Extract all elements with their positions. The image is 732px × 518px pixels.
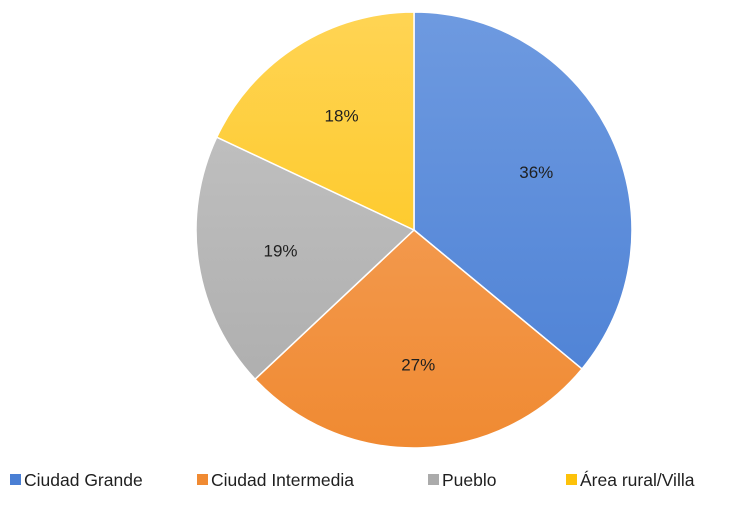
legend-swatch-area-rural-villa <box>566 474 577 485</box>
legend-label-ciudad-intermedia: Ciudad Intermedia <box>211 470 354 490</box>
legend-item-area-rural-villa: Área rural/Villa <box>566 470 695 490</box>
legend-swatch-pueblo <box>428 474 439 485</box>
pie-slice-pueblo <box>195 136 416 381</box>
data-label-area-rural-villa: 18% <box>325 106 359 125</box>
legend-swatch-ciudad-grande <box>10 474 21 485</box>
legend-swatch-ciudad-intermedia <box>197 474 208 485</box>
legend-item-ciudad-grande: Ciudad Grande <box>10 470 143 490</box>
pie-slice-ciudad-intermedia <box>254 229 584 449</box>
pie-slice-area-rural-villa <box>215 11 415 232</box>
legend-item-pueblo: Pueblo <box>428 470 497 490</box>
pie-slices <box>195 11 633 449</box>
data-label-pueblo: 19% <box>263 242 297 261</box>
legend-label-area-rural-villa: Área rural/Villa <box>580 470 695 490</box>
pie-slice-ciudad-grande <box>413 11 633 371</box>
pie-data-labels: 36% 27% 19% 18% <box>263 106 553 374</box>
legend-label-pueblo: Pueblo <box>442 470 497 490</box>
legend: Ciudad Grande Ciudad Intermedia Pueblo Área… <box>10 470 695 490</box>
legend-item-ciudad-intermedia: Ciudad Intermedia <box>197 470 354 490</box>
data-label-ciudad-intermedia: 27% <box>401 356 435 375</box>
data-label-ciudad-grande: 36% <box>519 163 553 182</box>
legend-label-ciudad-grande: Ciudad Grande <box>24 470 143 490</box>
